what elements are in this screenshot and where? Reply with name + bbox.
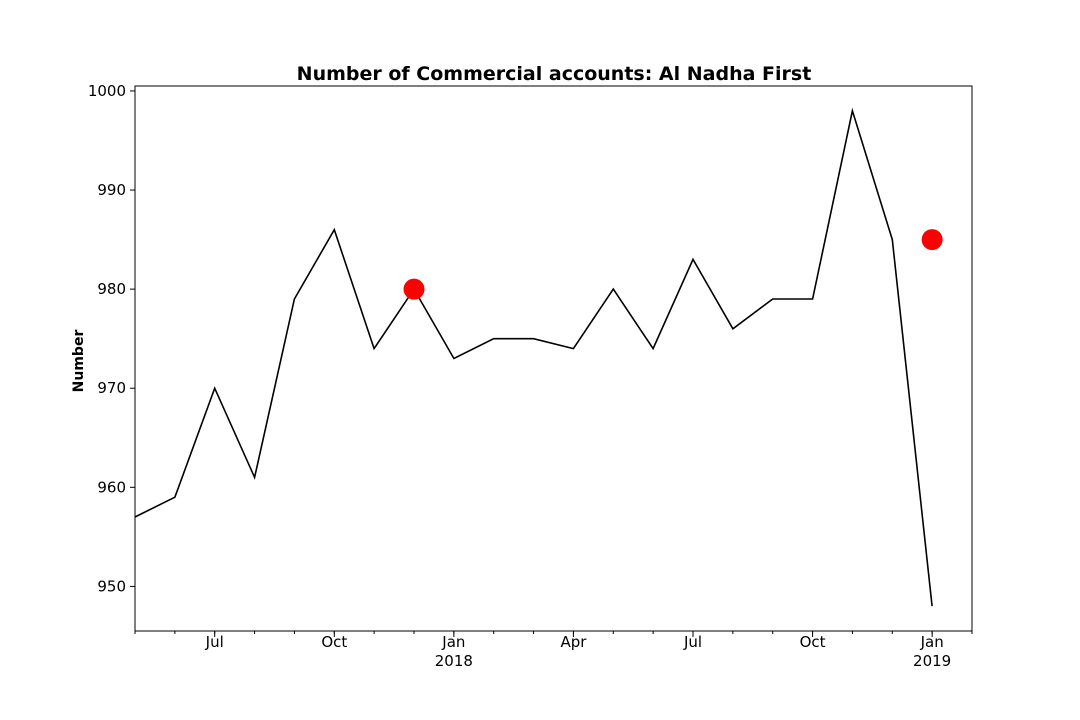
y-axis-label: Number [71, 330, 87, 393]
highlight-marker [403, 278, 425, 300]
x-tick-label: Apr [560, 633, 587, 651]
x-tick-label: Jul [683, 633, 702, 651]
x-tick-label: Jan [441, 633, 465, 651]
chart-title: Number of Commercial accounts: Al Nadha … [297, 63, 812, 85]
x-tick-year-label: 2018 [435, 652, 473, 670]
x-tick-label: Jan [920, 633, 944, 651]
x-tick-year-label: 2019 [913, 652, 951, 670]
x-tick-label: Jul [205, 633, 224, 651]
y-tick-label: 980 [97, 280, 126, 298]
y-tick-label: 950 [97, 577, 126, 595]
y-tick-label: 970 [97, 379, 126, 397]
axes-frame [134, 85, 973, 632]
y-tick-label: 960 [97, 478, 126, 496]
y-tick-label: 1000 [88, 82, 126, 100]
y-tick-label: 990 [97, 181, 126, 199]
x-tick-label: Oct [800, 633, 826, 651]
x-tick-label: Oct [321, 633, 347, 651]
highlight-marker [921, 229, 943, 251]
series-line [134, 107, 933, 607]
